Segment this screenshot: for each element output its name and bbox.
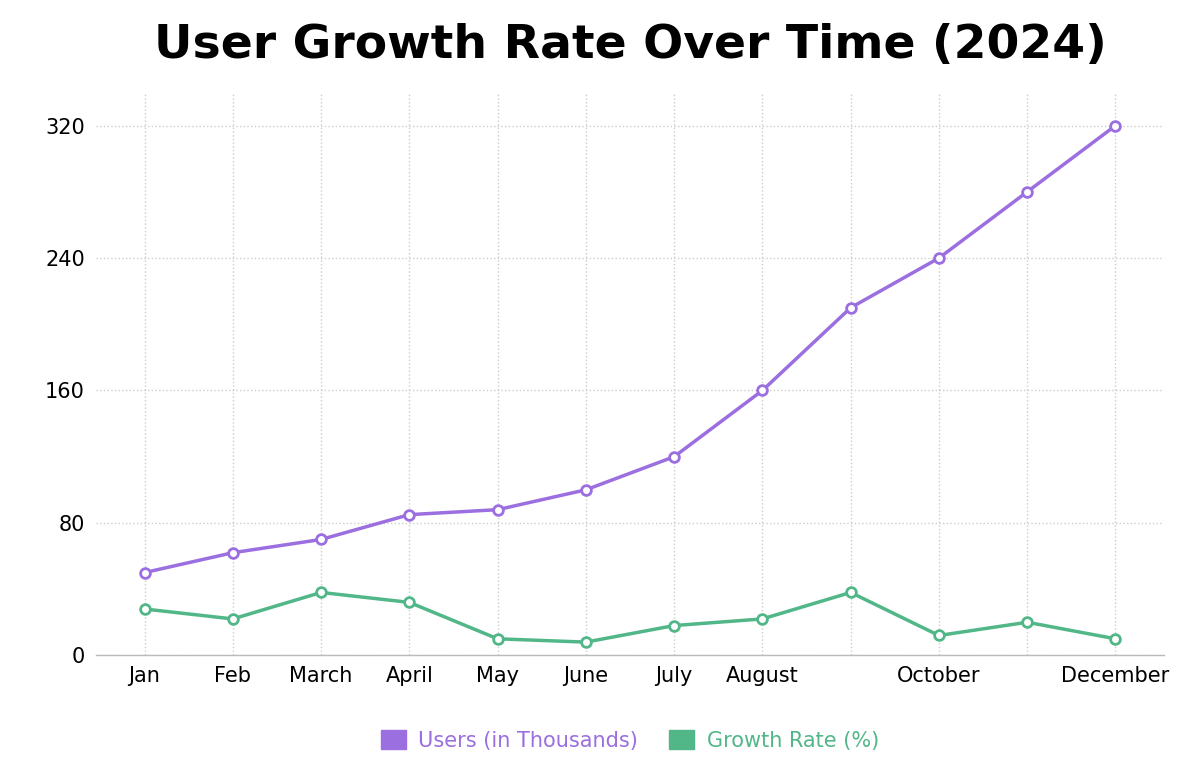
Users (in Thousands) xyxy=(491,505,505,514)
Users (in Thousands) xyxy=(402,510,416,520)
Users (in Thousands) xyxy=(137,568,151,577)
Users (in Thousands) xyxy=(1020,187,1034,197)
Line: Growth Rate (%): Growth Rate (%) xyxy=(139,588,1121,647)
Users (in Thousands) xyxy=(844,303,858,312)
Growth Rate (%) xyxy=(667,621,682,630)
Growth Rate (%) xyxy=(844,588,858,597)
Growth Rate (%) xyxy=(1109,635,1123,644)
Users (in Thousands) xyxy=(667,452,682,461)
Users (in Thousands) xyxy=(578,485,593,494)
Users (in Thousands) xyxy=(314,535,329,544)
Users (in Thousands) xyxy=(931,254,946,263)
Growth Rate (%) xyxy=(402,598,416,607)
Growth Rate (%) xyxy=(314,588,329,597)
Growth Rate (%) xyxy=(755,614,769,624)
Growth Rate (%) xyxy=(1020,618,1034,627)
Users (in Thousands) xyxy=(755,386,769,395)
Growth Rate (%) xyxy=(226,614,240,624)
Growth Rate (%) xyxy=(491,635,505,644)
Growth Rate (%) xyxy=(578,638,593,647)
Growth Rate (%) xyxy=(931,631,946,640)
Users (in Thousands) xyxy=(226,548,240,557)
Title: User Growth Rate Over Time (2024): User Growth Rate Over Time (2024) xyxy=(154,23,1106,68)
Legend: Users (in Thousands), Growth Rate (%): Users (in Thousands), Growth Rate (%) xyxy=(372,722,888,759)
Growth Rate (%) xyxy=(137,604,151,614)
Line: Users (in Thousands): Users (in Thousands) xyxy=(139,121,1121,577)
Users (in Thousands) xyxy=(1109,121,1123,130)
